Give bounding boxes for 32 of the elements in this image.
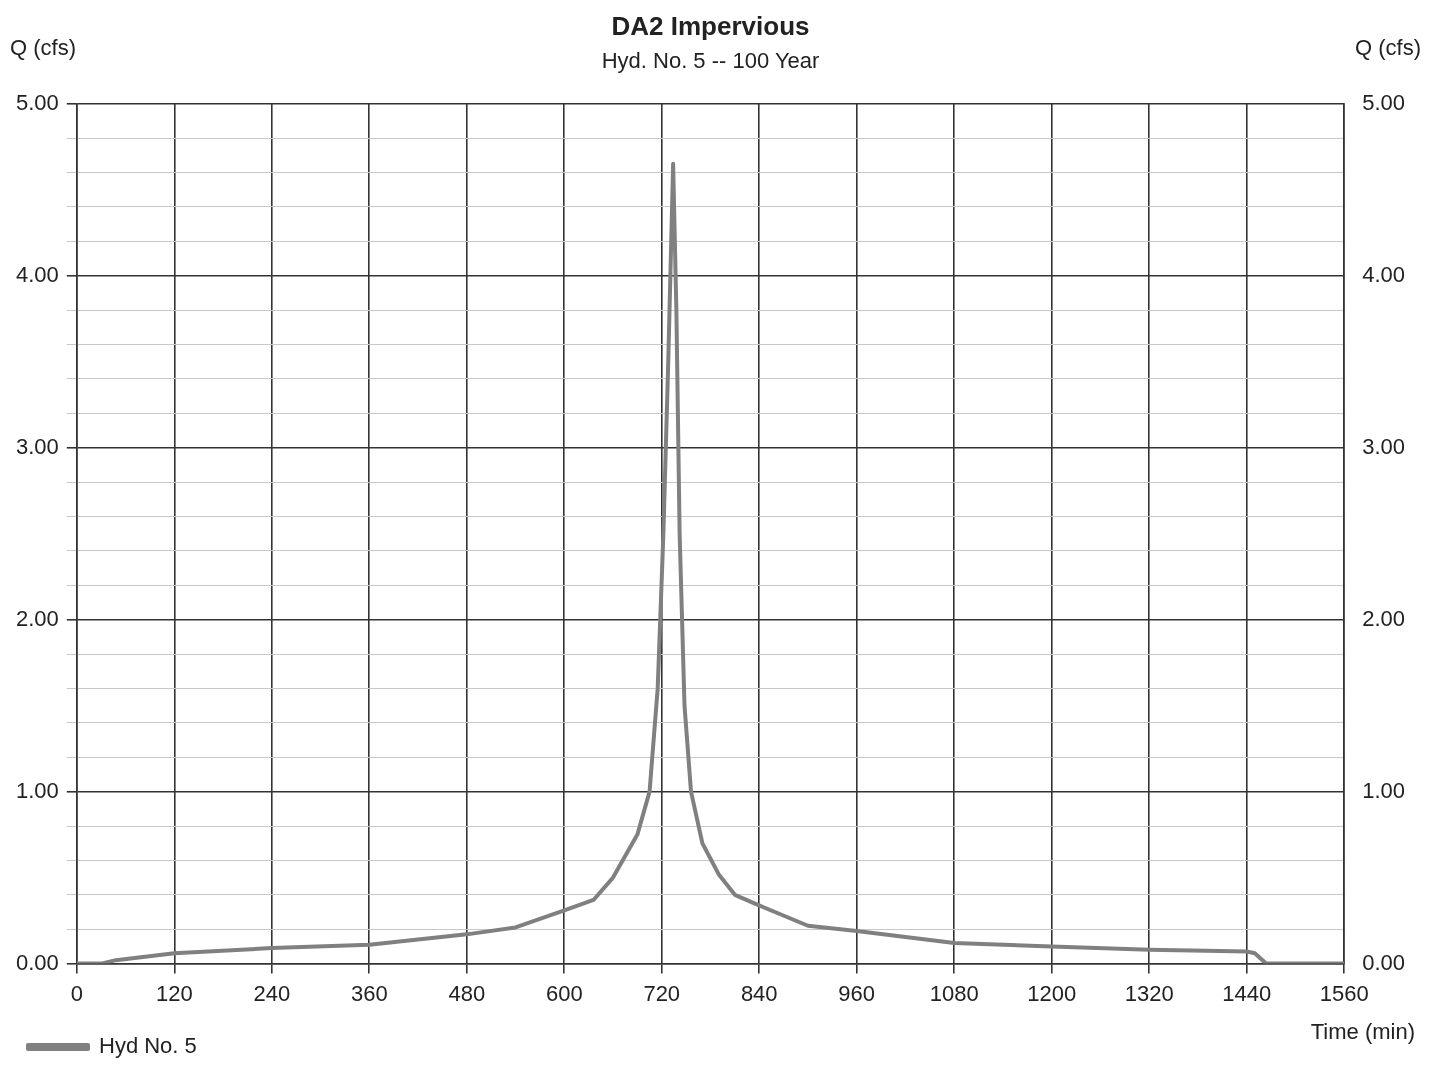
x-tick-label: 720 [643,980,681,1006]
y2-tick-label: 2.00 [1362,605,1406,631]
x-tick-label: 360 [350,980,388,1006]
y-tick-label: 2.00 [15,605,59,631]
chart-subtitle: Hyd. No. 5 -- 100 Year [601,48,820,74]
y2-axis-title: Q (cfs) [1355,34,1421,60]
x-axis-title: Time (min) [1310,1018,1415,1044]
x-tick-label: 1560 [1319,980,1369,1006]
x-tick-label: 600 [545,980,583,1006]
y-tick-label: 0.00 [15,949,59,975]
x-tick-label: 960 [838,980,876,1006]
x-tick-label: 120 [155,980,193,1006]
chart-title: DA2 Impervious [611,10,810,41]
x-tick-label: 480 [448,980,486,1006]
x-tick-label: 1320 [1124,980,1174,1006]
y2-tick-label: 5.00 [1362,89,1406,115]
y2-tick-label: 3.00 [1362,433,1406,459]
y-tick-label: 1.00 [15,777,59,803]
y2-tick-label: 1.00 [1362,777,1406,803]
x-tick-label: 840 [740,980,778,1006]
legend-label: Hyd No. 5 [99,1033,197,1059]
x-tick-label: 1200 [1027,980,1077,1006]
y2-tick-label: 0.00 [1362,949,1406,975]
x-tick-label: 1080 [929,980,979,1006]
x-tick-label: 1440 [1222,980,1272,1006]
y-tick-label: 3.00 [15,433,59,459]
x-tick-label: 0 [70,980,83,1006]
y-tick-label: 4.00 [15,261,59,287]
x-tick-label: 240 [253,980,291,1006]
y-axis-title: Q (cfs) [10,34,76,60]
y-tick-label: 5.00 [15,89,59,115]
y2-tick-label: 4.00 [1362,261,1406,287]
